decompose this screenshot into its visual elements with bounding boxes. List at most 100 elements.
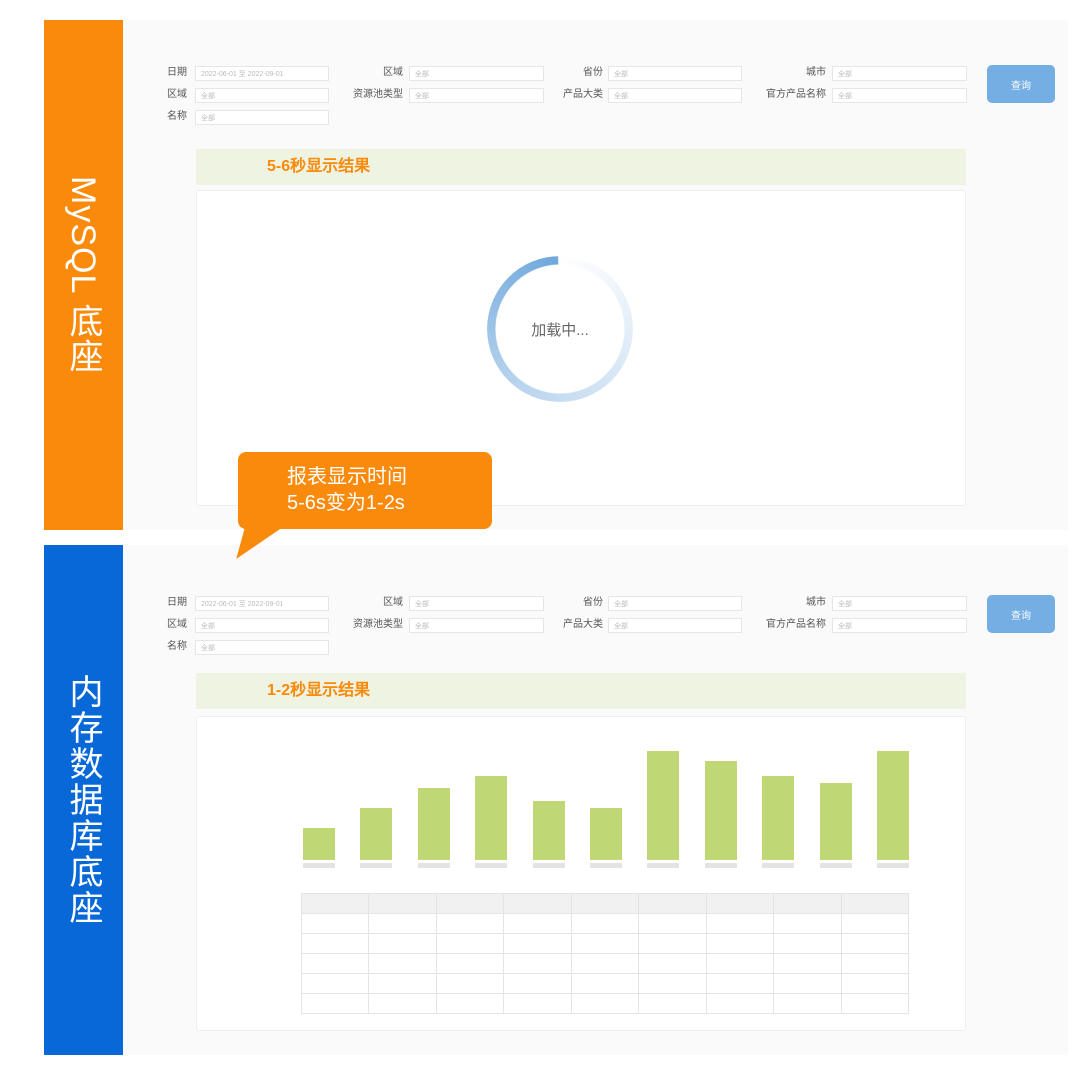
table-cell <box>300 953 370 974</box>
table-cell <box>840 993 909 1014</box>
bar-label-placeholder <box>877 863 909 868</box>
filter-input[interactable]: 全部 <box>832 618 967 633</box>
chart-bar[interactable] <box>877 751 909 860</box>
bar-label-placeholder <box>704 863 737 868</box>
filter-label: 城市 <box>806 67 826 78</box>
filter-input[interactable]: 全部 <box>409 66 544 81</box>
table-cell <box>503 893 572 914</box>
table-cell <box>503 993 572 1014</box>
table-cell <box>570 933 640 954</box>
callout-bubble: 报表显示时间 5-6s变为1-2s <box>238 452 492 529</box>
bar-label-placeholder <box>819 863 852 868</box>
table-cell <box>773 913 842 934</box>
filter-input[interactable]: 全部 <box>608 88 742 103</box>
filter-input[interactable]: 全部 <box>195 88 329 103</box>
callout-line2: 5-6s变为1-2s <box>287 492 405 514</box>
memory-db-label-text: 内存数据库底座 <box>64 674 102 926</box>
bar-label-placeholder <box>647 863 680 868</box>
table-cell <box>638 973 707 994</box>
filter-label: 名称 <box>167 111 187 122</box>
table-row <box>300 973 909 994</box>
table-cell <box>638 913 707 934</box>
bar-label-placeholder <box>762 863 795 868</box>
filter-label: 资源池类型 <box>353 89 403 100</box>
table-cell <box>840 953 909 974</box>
table-header-row <box>300 893 909 914</box>
filter-label: 产品大类 <box>563 619 603 630</box>
table-row <box>300 913 909 934</box>
table-row <box>300 953 909 974</box>
chart-bar[interactable] <box>475 776 508 860</box>
bar-label-placeholder <box>303 863 335 868</box>
table-cell <box>773 993 842 1014</box>
filter-label: 日期 <box>167 597 187 608</box>
table-cell <box>570 953 640 974</box>
table-row <box>300 933 909 954</box>
filter-label: 省份 <box>583 67 603 78</box>
table-cell <box>368 893 437 914</box>
bar-label-placeholder <box>532 863 565 868</box>
table-cell <box>705 913 775 934</box>
filter-input[interactable]: 全部 <box>195 110 329 125</box>
chart-bar[interactable] <box>532 801 565 860</box>
table-cell <box>705 973 775 994</box>
filter-input[interactable]: 全部 <box>195 640 329 655</box>
mysql-label-text: MySQL 底座 <box>64 176 102 374</box>
table-cell <box>435 973 505 994</box>
query-button[interactable]: 查询 <box>987 65 1055 103</box>
filter-label: 城市 <box>806 597 826 608</box>
table-cell <box>300 973 370 994</box>
table-cell <box>435 913 505 934</box>
filter-input[interactable]: 全部 <box>409 88 544 103</box>
chart-bar[interactable] <box>590 808 622 860</box>
filter-input[interactable]: 2022-06-01 至 2022-09-01 <box>195 66 329 81</box>
chart-bar[interactable] <box>360 808 393 860</box>
chart-bar[interactable] <box>762 776 795 860</box>
table-cell <box>638 933 707 954</box>
filter-input[interactable]: 全部 <box>832 66 967 81</box>
filter-input[interactable]: 全部 <box>409 596 544 611</box>
chart-bar[interactable] <box>303 828 335 860</box>
table-cell <box>368 913 437 934</box>
table-cell <box>300 993 370 1014</box>
bar-label-placeholder <box>590 863 622 868</box>
table-cell <box>300 933 370 954</box>
memory-db-section-label: 内存数据库底座 <box>44 545 123 1055</box>
filter-input[interactable]: 全部 <box>608 596 742 611</box>
table-cell <box>638 993 707 1014</box>
filter-input[interactable]: 2022-06-01 至 2022-09-01 <box>195 596 329 611</box>
filter-input[interactable]: 全部 <box>832 596 967 611</box>
table-cell <box>570 973 640 994</box>
table-cell <box>840 913 909 934</box>
table-cell <box>503 953 572 974</box>
memory-db-report-panel: 1-2秒显示结果 日期 2022-06-01 至 2022-09-01 区域 全部 省份… <box>123 545 1068 1055</box>
table-cell <box>705 953 775 974</box>
filter-input[interactable]: 全部 <box>608 618 742 633</box>
chart-bar[interactable] <box>647 751 680 860</box>
chart-bar[interactable] <box>417 788 450 860</box>
table-cell <box>435 993 505 1014</box>
table-cell <box>570 913 640 934</box>
filter-label: 省份 <box>583 597 603 608</box>
filter-input[interactable]: 全部 <box>409 618 544 633</box>
table-cell <box>840 893 909 914</box>
table-cell <box>773 893 842 914</box>
filter-input[interactable]: 全部 <box>832 88 967 103</box>
table-cell <box>368 973 437 994</box>
filter-input[interactable]: 全部 <box>195 618 329 633</box>
table-cell <box>503 933 572 954</box>
table-cell <box>773 953 842 974</box>
chart-bar[interactable] <box>704 761 737 860</box>
loading-text: 加载中... <box>531 321 589 339</box>
table-cell <box>638 893 707 914</box>
table-cell <box>840 933 909 954</box>
filter-label: 区域 <box>383 597 403 608</box>
result-title: 5-6秒显示结果 <box>196 149 966 185</box>
table-cell <box>368 953 437 974</box>
chart-bar[interactable] <box>819 783 852 860</box>
mysql-report-panel: 5-6秒显示结果 加载中... 日期 2022-06-01 至 2022-09-0… <box>123 20 1068 530</box>
table-cell <box>773 933 842 954</box>
filter-input[interactable]: 全部 <box>608 66 742 81</box>
query-button[interactable]: 查询 <box>987 595 1055 633</box>
result-title: 1-2秒显示结果 <box>196 673 966 709</box>
